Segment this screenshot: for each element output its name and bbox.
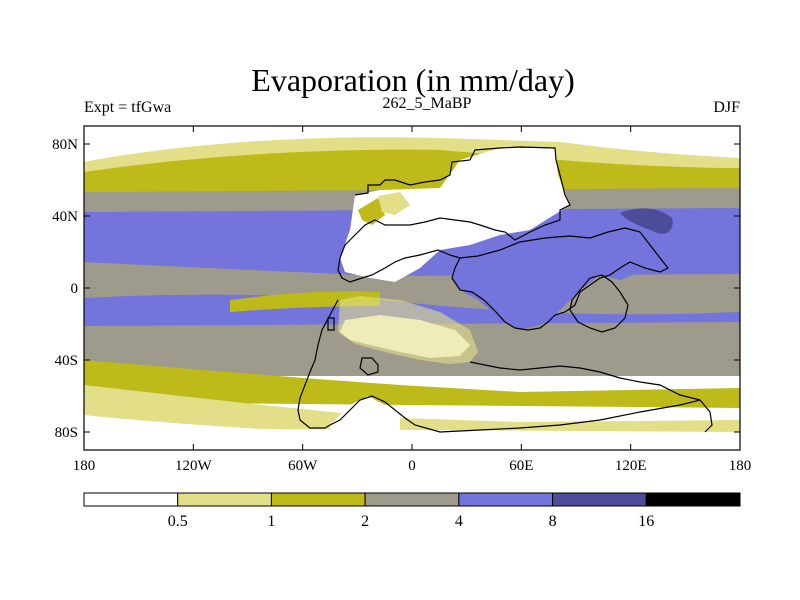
coastline-inner-lake [359,357,379,376]
contour-fields [84,126,740,450]
colorbar-box [645,492,741,507]
colorbar-label: 1 [267,513,275,530]
coastline-pangea-north [337,146,571,283]
field-antarctic-white [330,396,400,432]
x-tick-label: 120E [615,458,647,474]
colorbar-box [177,492,272,507]
field-pangea-north-white [340,148,570,282]
coastline-south-continent [297,299,713,433]
field-south-polar-white [84,415,740,450]
x-tick-label: 180 [729,458,752,474]
field-pangea-edge-olive [358,198,385,225]
colorbar-box [458,492,554,507]
coastlines [297,146,713,433]
map-title: Evaporation (in mm/day) [251,62,575,98]
field-equatorial-olive-streak [230,291,380,312]
field-tethys-blue [452,236,665,330]
y-tick-label: 40N [52,209,78,225]
colorbar-label: 8 [549,513,557,530]
time-label: 262_5_MaBP [382,95,472,112]
colorbar-box [270,492,366,507]
field-pangea-edge-light [378,192,410,215]
experiment-label: Expt = tfGwa [84,99,172,116]
colorbar-label: 4 [455,513,463,530]
colorbar: 0.5 1 2 4 8 16 [83,492,741,530]
y-tick-label: 80N [52,137,78,153]
field-south-olive-band [84,360,740,408]
y-tick-label: 40S [55,353,78,369]
field-south-continent-light [338,296,478,364]
x-tick-label: 60E [509,458,533,474]
colorbar-label: 0.5 [168,513,188,530]
coastline-east-island [569,274,629,333]
field-east-dark-blue [620,208,673,234]
colorbar-box [364,492,460,507]
y-tick-label: 80S [55,425,78,441]
colorbar-label: 16 [638,513,654,530]
colorbar-box [83,492,179,507]
x-tick-label: 60W [288,458,318,474]
colorbar-label: 2 [361,513,369,530]
field-south-light-band [84,385,740,432]
y-tick-label: 0 [71,281,79,297]
colorbar-box [552,492,647,507]
season-label: DJF [713,99,740,116]
y-axis: 80N 40N 0 40S 80S [52,137,740,441]
x-axis: 180 120W 60W 0 60E 120E 180 [73,126,752,474]
coastline-small-island [327,317,335,331]
coastline-south-eastern [469,361,701,401]
x-tick-label: 0 [408,458,416,474]
x-tick-label: 180 [73,458,96,474]
x-tick-label: 120W [175,458,213,474]
